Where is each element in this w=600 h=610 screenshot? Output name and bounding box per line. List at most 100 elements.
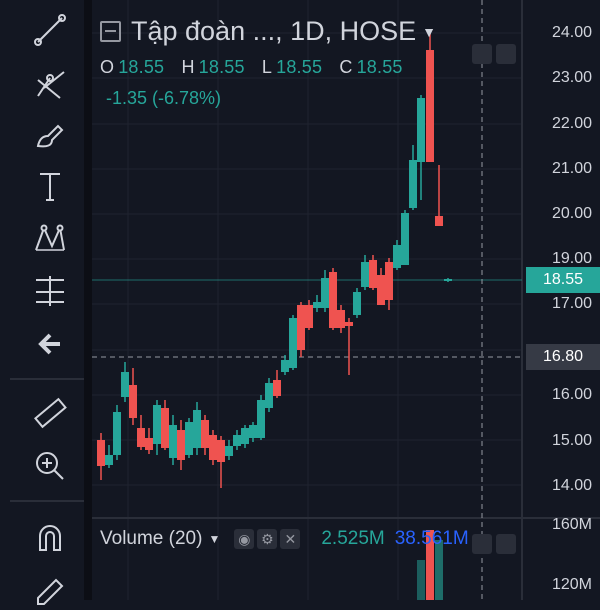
- price-axis-label: 20.00: [551, 205, 592, 222]
- symbol-selector[interactable]: Tập đoàn ..., 1D, HOSE ▼: [100, 16, 436, 47]
- price-axis-label: 15.00: [551, 432, 592, 449]
- toolbar-divider-bar: [84, 0, 92, 600]
- open-label: O: [100, 57, 115, 77]
- candle-body: [297, 305, 305, 350]
- volume-value: 2.525M: [321, 528, 385, 549]
- high-value: 18.55: [198, 57, 245, 77]
- candle-body: [409, 160, 417, 208]
- open-value: 18.55: [118, 57, 165, 77]
- candle-body: [169, 425, 177, 458]
- candle-body: [153, 405, 161, 444]
- price-axis-label: 21.00: [551, 160, 592, 177]
- candle-body: [233, 435, 241, 446]
- volume-bar: [435, 540, 443, 600]
- measure-levels-icon[interactable]: [18, 268, 82, 312]
- volume-legend: Volume (20) ▼ ◉ ⚙ ✕ 2.525M 38.561M: [100, 528, 469, 550]
- brush-icon[interactable]: [18, 112, 82, 156]
- text-icon[interactable]: [18, 164, 82, 208]
- candle-body: [444, 279, 452, 281]
- low-label: L: [261, 57, 273, 77]
- volume-ma-value: 38.561M: [394, 528, 469, 549]
- candle-body: [289, 318, 297, 368]
- candle-body: [249, 425, 257, 438]
- volume-title[interactable]: Volume (20): [100, 528, 203, 549]
- candle-body: [105, 455, 113, 465]
- collapse-icon[interactable]: [100, 21, 121, 42]
- candle-body: [321, 278, 329, 308]
- pencil-lock-icon[interactable]: [18, 566, 82, 610]
- candle-body: [225, 446, 233, 456]
- price-change: -1.35 (-6.78%): [106, 88, 222, 108]
- chevron-down-icon[interactable]: ▼: [208, 532, 221, 546]
- candle-body: [129, 385, 137, 418]
- candle-body: [273, 380, 281, 396]
- candle-body: [337, 310, 345, 328]
- pane-move-button[interactable]: [496, 44, 516, 64]
- candle-body: [185, 422, 193, 455]
- price-axis-label: 24.00: [551, 24, 592, 41]
- toolbar-divider: [10, 500, 84, 502]
- price-axis-label: 17.00: [551, 295, 592, 312]
- chevron-down-icon[interactable]: ▼: [422, 23, 436, 40]
- candle-body: [417, 98, 425, 162]
- volume-axis-label: 120M: [551, 576, 592, 593]
- candle-body: [209, 435, 217, 460]
- ruler-icon[interactable]: [18, 392, 82, 436]
- candle-body: [177, 430, 185, 460]
- high-label: H: [181, 57, 195, 77]
- gear-icon[interactable]: ⚙: [257, 529, 278, 549]
- eye-icon[interactable]: ◉: [234, 529, 255, 549]
- drawing-toolbar: [0, 0, 84, 605]
- candlestick-chart[interactable]: [92, 0, 600, 600]
- ohlc-values: O 18.55 H 18.55 L 18.55 C 18.55: [100, 57, 436, 78]
- symbol-title[interactable]: Tập đoàn ..., 1D, HOSE: [131, 16, 417, 46]
- candle-body: [257, 400, 265, 438]
- zoom-in-icon[interactable]: [18, 444, 82, 488]
- candle-body: [377, 275, 385, 305]
- price-axis-label: 23.00: [551, 69, 592, 86]
- candle-body: [121, 372, 129, 397]
- pitchfork-icon[interactable]: [18, 60, 82, 104]
- crosshair-price-tag: 16.80: [526, 344, 600, 370]
- close-icon[interactable]: ✕: [280, 529, 301, 549]
- current-price-tag: 18.55: [526, 267, 600, 293]
- price-axis-label: 22.00: [551, 115, 592, 132]
- candle-body: [401, 213, 409, 265]
- candle-body: [361, 262, 369, 287]
- volume-pane-minimize-button[interactable]: [472, 534, 492, 554]
- candle-body: [305, 305, 313, 328]
- trend-line-icon[interactable]: [18, 8, 82, 52]
- toolbar-divider: [10, 378, 84, 380]
- candle-body: [193, 410, 201, 448]
- candle-body: [369, 260, 377, 288]
- price-axis-label: 14.00: [551, 477, 592, 494]
- candle-body: [97, 440, 105, 466]
- candle-body: [345, 322, 353, 326]
- volume-axis-label: 160M: [551, 516, 592, 533]
- volume-bar: [417, 560, 425, 600]
- chart-legend: Tập đoàn ..., 1D, HOSE ▼ O 18.55 H 18.55 L…: [100, 16, 436, 109]
- candle-body: [426, 50, 434, 162]
- volume-pane-move-button[interactable]: [496, 534, 516, 554]
- back-arrow-icon[interactable]: [18, 322, 82, 366]
- chart-area[interactable]: Tập đoàn ..., 1D, HOSE ▼ O 18.55 H 18.55 L…: [92, 0, 600, 600]
- candle-body: [201, 420, 209, 448]
- candle-body: [145, 438, 153, 450]
- candle-body: [329, 272, 337, 328]
- volume-bar: [426, 530, 434, 600]
- candle-body: [137, 428, 145, 447]
- close-label: C: [339, 57, 353, 77]
- candle-body: [113, 412, 121, 455]
- low-value: 18.55: [276, 57, 323, 77]
- pane-minimize-button[interactable]: [472, 44, 492, 64]
- candle-body: [435, 216, 443, 226]
- candle-body: [241, 428, 249, 444]
- candle-body: [265, 383, 273, 408]
- price-axis-label: 16.00: [551, 386, 592, 403]
- candle-body: [281, 360, 289, 372]
- pattern-icon[interactable]: [18, 216, 82, 260]
- candle-body: [217, 440, 225, 462]
- magnet-icon[interactable]: [18, 516, 82, 560]
- candle-body: [385, 262, 393, 300]
- close-value: 18.55: [356, 57, 403, 77]
